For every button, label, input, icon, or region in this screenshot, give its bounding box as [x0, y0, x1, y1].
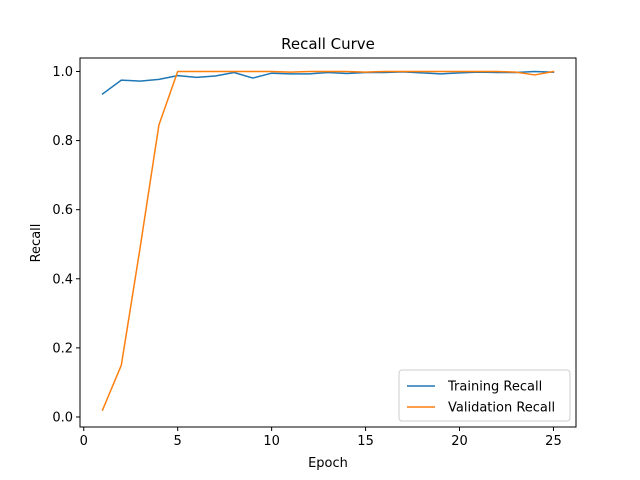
plot-area [101, 70, 555, 412]
chart-title: Recall Curve [281, 35, 375, 53]
series-line-validation-recall [101, 70, 555, 412]
y-tick-label: 1.0 [52, 65, 73, 80]
legend-box [398, 369, 571, 422]
legend: Training Recall Validation Recall [398, 369, 571, 422]
y-axis-label: Recall [29, 224, 44, 263]
legend-label: Validation Recall [448, 401, 555, 416]
x-axis-label: Epoch [308, 456, 348, 471]
y-tick-label: 0.6 [52, 203, 73, 218]
x-tick-label: 15 [357, 434, 374, 449]
x-tick-label: 5 [174, 434, 182, 449]
y-axis: 0.0 0.2 0.4 0.6 0.8 1.0 [52, 65, 80, 425]
y-tick-label: 0.2 [52, 341, 73, 356]
y-tick-label: 0.8 [52, 134, 73, 149]
x-tick-label: 20 [451, 434, 468, 449]
y-tick-label: 0.4 [52, 272, 73, 287]
x-axis: 0 5 10 15 20 25 [80, 427, 562, 449]
x-tick-label: 0 [80, 434, 88, 449]
legend-label: Training Recall [447, 380, 542, 395]
plot-frame [79, 57, 577, 428]
x-tick-label: 10 [263, 434, 280, 449]
x-tick-label: 25 [545, 434, 562, 449]
y-tick-label: 0.0 [52, 410, 73, 425]
